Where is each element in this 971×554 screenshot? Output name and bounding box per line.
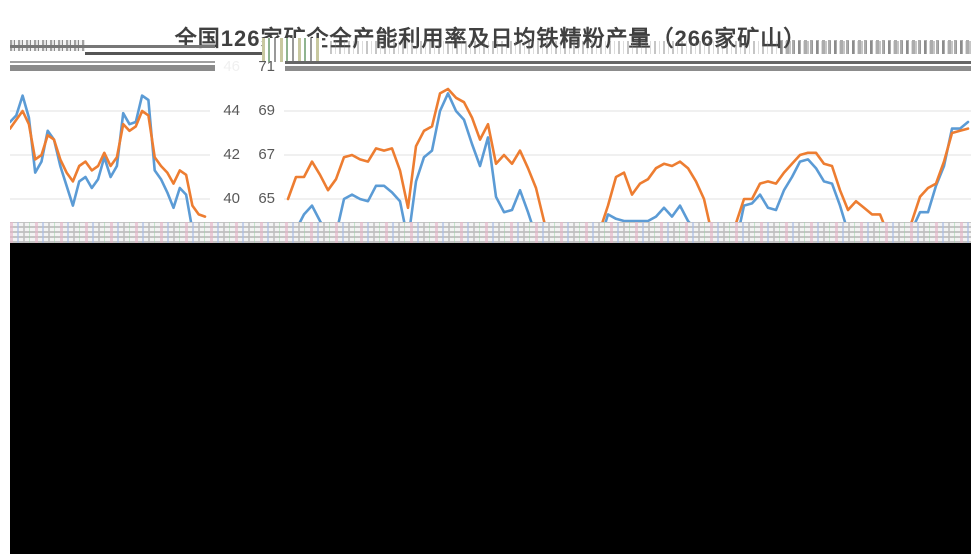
y-tick-label: 42: [223, 146, 240, 163]
glitch-artifact: [262, 38, 322, 62]
main-series-line-2: [286, 87, 970, 224]
glitch-artifact: [285, 66, 971, 71]
corrupted-region: [10, 243, 971, 554]
y-tick-label: 71: [258, 58, 275, 75]
y-tick-label: 65: [258, 190, 275, 207]
glitch-artifact: [85, 52, 275, 55]
glitch-artifact: [285, 61, 971, 64]
series-group-left: [10, 94, 207, 224]
glitch-artifact: [780, 40, 971, 54]
glitch-artifact: [330, 41, 971, 54]
glitch-artifact: [10, 45, 215, 48]
y-tick-label: 46: [223, 58, 240, 75]
left-series-line-2: [10, 109, 207, 218]
left-series-line-1: [10, 94, 193, 224]
noise-strip: [10, 222, 971, 243]
series-group-main: [286, 87, 970, 224]
line-chart: [10, 87, 971, 224]
y-tick-label: 67: [258, 146, 275, 163]
glitch-artifact: [10, 65, 215, 71]
y-tick-label: 69: [258, 102, 275, 119]
glitch-artifact: [10, 61, 215, 63]
y-tick-label: 44: [223, 102, 240, 119]
main-series-line-1: [297, 92, 970, 224]
y-tick-label: 40: [223, 190, 240, 207]
